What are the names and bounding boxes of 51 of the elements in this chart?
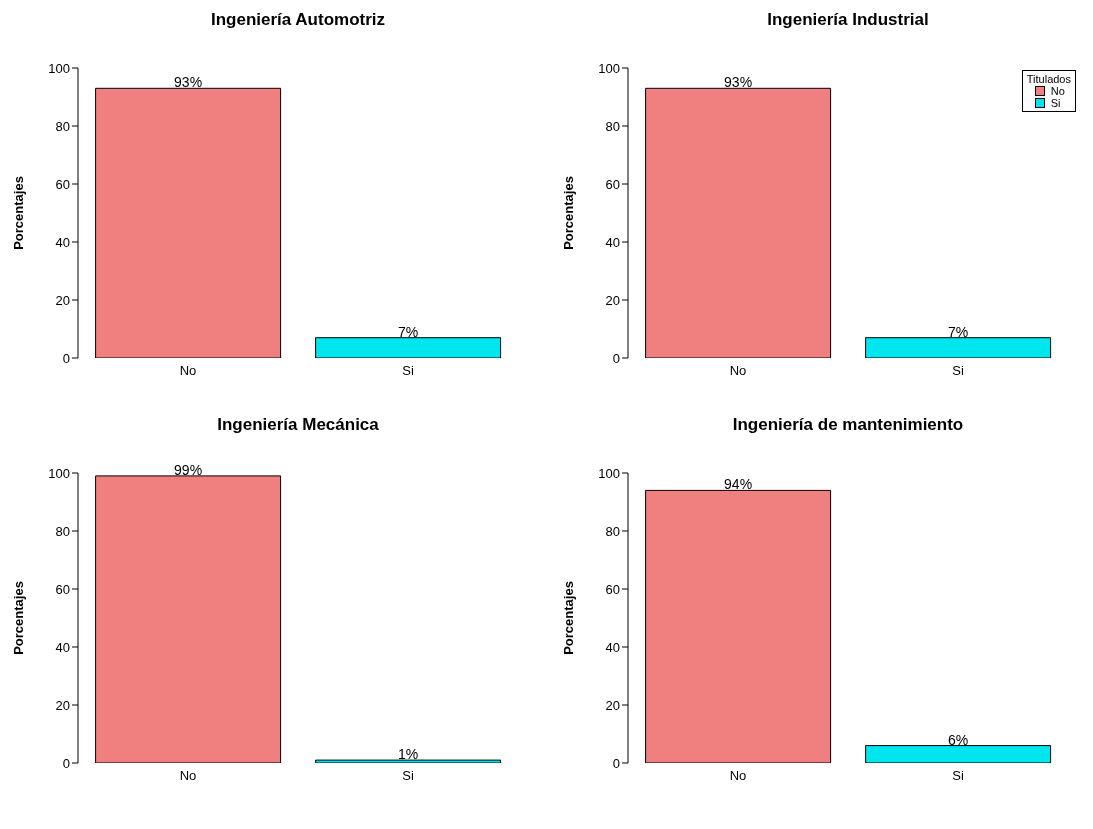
y-tick-label: 20 — [55, 292, 70, 308]
x-tick-label: Si — [952, 363, 964, 379]
y-tick-label: 0 — [612, 755, 620, 771]
data-label: 93% — [724, 74, 753, 91]
y-tick-label: 0 — [62, 350, 70, 366]
y-tick-label: 100 — [598, 60, 620, 76]
x-tick-label: No — [729, 768, 747, 784]
y-tick-label: 0 — [62, 755, 70, 771]
data-label: 99% — [174, 461, 203, 478]
data-label: 93% — [174, 74, 203, 91]
y-tick-label: 100 — [48, 465, 70, 481]
x-tick-label: Si — [402, 768, 414, 784]
legend-label: Si — [1050, 97, 1061, 109]
x-tick-label: No — [729, 363, 747, 379]
y-tick-label: 40 — [55, 639, 70, 655]
y-tick-label: 40 — [55, 234, 70, 250]
y-tick-label: 80 — [605, 523, 620, 539]
chart-title: Ingeniería Automotriz — [209, 10, 387, 30]
legend-label: No — [1050, 85, 1065, 97]
y-tick-label: 40 — [605, 234, 620, 250]
y-tick-label: 60 — [55, 581, 70, 597]
data-label: 6% — [947, 731, 969, 748]
x-tick-label: Si — [402, 363, 414, 379]
y-axis-title: Porcentajes — [560, 176, 576, 250]
y-tick-label: 80 — [55, 118, 70, 134]
chart-title: Ingeniería Mecánica — [216, 415, 380, 435]
x-tick-label: Si — [952, 768, 964, 784]
y-tick-label: 20 — [605, 697, 620, 713]
y-tick-label: 40 — [605, 639, 620, 655]
y-tick-label: 60 — [605, 176, 620, 192]
y-tick-label: 100 — [598, 465, 620, 481]
x-tick-label: No — [179, 363, 197, 379]
data-label: 1% — [397, 746, 419, 763]
y-tick-label: 0 — [612, 350, 620, 366]
y-tick-label: 80 — [605, 118, 620, 134]
y-tick-label: 20 — [55, 697, 70, 713]
chart-title: Ingeniería de mantenimiento — [731, 415, 965, 435]
y-tick-label: 100 — [48, 60, 70, 76]
y-tick-label: 60 — [605, 581, 620, 597]
y-axis-title: Porcentajes — [560, 581, 576, 655]
data-label: 94% — [724, 476, 753, 493]
data-label: 7% — [397, 323, 419, 340]
y-tick-label: 60 — [55, 176, 70, 192]
x-tick-label: No — [179, 768, 197, 784]
chart-title: Ingeniería Industrial — [766, 10, 930, 30]
y-axis-title: Porcentajes — [10, 176, 26, 250]
y-tick-label: 80 — [55, 523, 70, 539]
y-axis-title: Porcentajes — [10, 581, 26, 655]
legend-title: Titulados — [1026, 73, 1071, 85]
y-tick-label: 20 — [605, 292, 620, 308]
data-label: 7% — [947, 323, 969, 340]
